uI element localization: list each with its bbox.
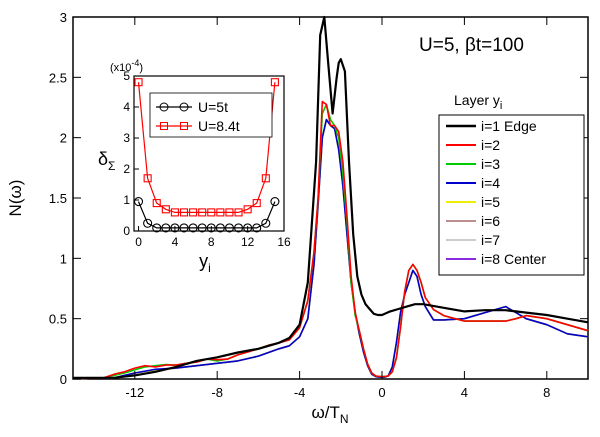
inset-point-u-5t	[270, 197, 280, 207]
inset-point-u-5t	[233, 223, 244, 233]
inset-point-u-5t	[170, 223, 180, 233]
legend-entries: i=1 Edge i=2 i=3 i=4 i=5 i=6 i=7 i=8 Center	[446, 118, 546, 267]
inset-y-tick-label: 4	[123, 100, 130, 114]
inset-point-u-5t	[152, 223, 162, 233]
inset-point-u-8-4t	[225, 208, 234, 217]
inset-point-u-5t	[133, 197, 144, 207]
inset-point-u-8-4t	[261, 174, 270, 183]
x-tick-label: 4	[461, 385, 468, 400]
inset-point-u-5t	[261, 218, 271, 228]
inset-legend-marker	[180, 122, 188, 130]
inset-legend-label-u-8-4t: U=8.4t	[198, 118, 240, 134]
x-tick-label: 8	[543, 385, 550, 400]
inset-x-tick-label: 4	[172, 235, 179, 249]
inset-point-u-5t	[188, 223, 198, 233]
inset-point-u-5t	[243, 223, 253, 233]
inset-point-u-5t	[252, 223, 262, 233]
inset-point-u-8-4t	[198, 208, 207, 217]
main-series-group	[72, 15, 589, 380]
inset-legend-label-u-5t: U=5t	[198, 99, 228, 115]
inset-y-axis-title: δΣ	[98, 149, 115, 173]
inset-x-axis-title: yi	[199, 251, 211, 275]
inset-legend-marker	[159, 102, 169, 112]
inset-x-tick-label: 8	[208, 235, 215, 249]
legend-label-i-6: i=6	[481, 213, 500, 229]
inset-point-u-8-4t	[179, 208, 189, 217]
legend-box	[438, 114, 585, 276]
legend-label-i-5: i=5	[481, 194, 500, 210]
inset-point-u-8-4t	[234, 208, 243, 217]
x-tick-label: 0	[378, 385, 385, 400]
inset-y-tick-label: 3	[123, 131, 130, 145]
inset-x-tick-label: 0	[135, 235, 142, 249]
inset-legend-marker	[179, 102, 189, 112]
inset-point-u-8-4t	[152, 199, 161, 208]
inset-y-tick-label: 5	[123, 69, 130, 83]
inset-series-line-u-8-4t	[137, 82, 276, 213]
legend-label-i-2: i=2	[481, 137, 500, 153]
y-tick-label: 2	[60, 131, 67, 146]
x-tick-label: -4	[294, 385, 306, 400]
inset-point-u-5t	[197, 223, 207, 233]
inset-y-tick-label: 1	[123, 193, 130, 207]
inset-point-u-8-4t	[243, 205, 252, 214]
y-tick-label: 1.5	[49, 191, 67, 206]
main-ticks-group: -12 -8 -4 0 4 8 0 0.5 1 1.5 2 2.5 3	[49, 10, 588, 400]
inset-point-u-8-4t	[143, 174, 152, 183]
inset-legend-box	[149, 92, 273, 138]
inset-point-u-8-4t	[207, 208, 216, 217]
inset-point-u-5t	[206, 223, 216, 233]
parameter-annotation: U=5, βt=100	[419, 35, 524, 56]
inset-point-u-8-4t	[189, 208, 198, 217]
inset-point-u-8-4t	[216, 208, 225, 217]
inset-point-u-5t	[224, 223, 235, 233]
inset-point-u-5t	[215, 223, 225, 233]
legend-label-i-7: i=7	[481, 232, 500, 248]
x-tick-label: -8	[211, 385, 223, 400]
inset-legend-marker	[160, 122, 168, 130]
y-tick-label: 3	[60, 10, 67, 25]
series-line-i-4	[72, 118, 589, 380]
y-axis-title: N(ω)	[6, 180, 25, 217]
legend-label-i-8-center: i=8 Center	[481, 251, 546, 267]
x-axis-title: ω/TN	[311, 403, 348, 426]
inset-x-tick-label: 12	[241, 235, 255, 249]
inset-legend-entries: U=5t U=8.4t	[156, 99, 240, 134]
inset-point-u-5t	[179, 223, 189, 233]
inset-point-u-8-4t	[170, 208, 179, 217]
y-tick-label: 1	[60, 251, 67, 266]
inset-scale-label: (x10-4)	[110, 58, 143, 74]
legend-label-i-4: i=4	[481, 175, 500, 191]
inset-x-tick-label: 16	[277, 235, 291, 249]
inset-point-u-8-4t	[270, 78, 279, 87]
inset-series-group	[133, 78, 280, 233]
inset-point-u-5t	[143, 218, 153, 228]
series-line-i-1-edge	[73, 15, 589, 379]
inset-point-u-5t	[161, 223, 171, 233]
legend-label-i-3: i=3	[481, 156, 500, 172]
inset-point-u-8-4t	[134, 78, 143, 87]
inset-point-u-8-4t	[161, 205, 170, 214]
legend-label-i-1-edge: i=1 Edge	[481, 118, 537, 134]
legend-title: Layer yi	[454, 92, 502, 112]
x-tick-label: -12	[125, 385, 144, 400]
y-tick-label: 2.5	[49, 70, 67, 85]
inset-y-tick-label: 0	[123, 224, 130, 238]
y-tick-label: 0	[60, 372, 67, 387]
y-tick-label: 0.5	[49, 312, 67, 327]
inset-y-tick-label: 2	[123, 162, 130, 176]
inset-point-u-8-4t	[252, 199, 261, 208]
